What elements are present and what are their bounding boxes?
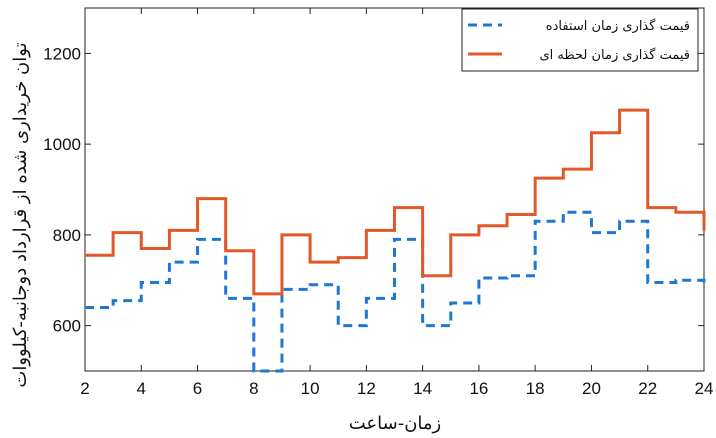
y-axis-label: توان خریداری شده از قرارداد دوجانبه-کیلو… <box>10 42 31 387</box>
series-2-point <box>84 254 86 256</box>
y-tick-label: 800 <box>53 226 81 245</box>
series-1-point <box>478 277 480 279</box>
x-tick-label: 2 <box>80 379 89 398</box>
series-1-point <box>590 231 592 233</box>
legend-label-1: قیمت گذاری زمان استفاده <box>546 18 690 34</box>
series-2-point <box>478 225 480 227</box>
y-tick-label: 600 <box>53 317 81 336</box>
series-2-point <box>703 229 705 231</box>
series-1-point <box>337 324 339 326</box>
series-2-point <box>618 109 620 111</box>
series-1-point <box>112 299 114 301</box>
series-1-point <box>703 286 705 288</box>
series-2-point <box>421 275 423 277</box>
x-tick-label: 4 <box>137 379 146 398</box>
series-2-point <box>224 250 226 252</box>
series-1-point <box>140 281 142 283</box>
legend: قیمت گذاری زمان استفاده قیمت گذاری زمان ل… <box>461 8 699 72</box>
series-2-point <box>393 206 395 208</box>
y-tick-label: 1200 <box>43 44 81 63</box>
x-tick-label: 18 <box>526 379 545 398</box>
series-2-point <box>112 231 114 233</box>
series-2-point <box>675 211 677 213</box>
series-2-point <box>562 168 564 170</box>
series-2-point <box>590 132 592 134</box>
series-1-point <box>224 297 226 299</box>
series-2-point <box>534 177 536 179</box>
x-tick-label: 24 <box>695 379 714 398</box>
series-1-point <box>84 306 86 308</box>
series-1-point <box>506 275 508 277</box>
x-tick-label: 6 <box>193 379 202 398</box>
series-1-point <box>562 211 564 213</box>
series-1-point <box>450 302 452 304</box>
series-1-point <box>309 284 311 286</box>
x-tick-label: 22 <box>638 379 657 398</box>
series-1-point <box>393 238 395 240</box>
x-axis-label: زمان-ساعت <box>349 413 442 434</box>
x-tick-label: 14 <box>413 379 432 398</box>
series-1-point <box>253 370 255 372</box>
series-line-1 <box>85 210 706 373</box>
series-1-point <box>647 281 649 283</box>
series-2-point <box>196 197 198 199</box>
legend-box <box>461 8 699 72</box>
series-2-point <box>647 206 649 208</box>
x-tick-label: 16 <box>469 379 488 398</box>
series-1-point <box>168 261 170 263</box>
series-2-point <box>253 293 255 295</box>
x-tick-label: 12 <box>357 379 376 398</box>
series-2-point <box>365 229 367 231</box>
series-2-point <box>281 234 283 236</box>
series-1-point <box>534 220 536 222</box>
series-1-point <box>365 297 367 299</box>
series-line-2 <box>85 108 706 296</box>
series-1-point <box>618 220 620 222</box>
series-2-point <box>337 256 339 258</box>
series-2-point <box>309 261 311 263</box>
series-1-point <box>421 324 423 326</box>
x-tick-label: 10 <box>301 379 320 398</box>
series-1-point <box>675 279 677 281</box>
series-2-point <box>168 229 170 231</box>
series-1-point <box>196 238 198 240</box>
series-2-point <box>140 247 142 249</box>
x-tick-label: 8 <box>249 379 258 398</box>
y-tick-label: 1000 <box>43 135 81 154</box>
series-2-point <box>506 213 508 215</box>
legend-label-2: قیمت گذاری زمان لحظه ای <box>539 47 690 63</box>
series-2-point <box>450 234 452 236</box>
x-tick-label: 20 <box>582 379 601 398</box>
